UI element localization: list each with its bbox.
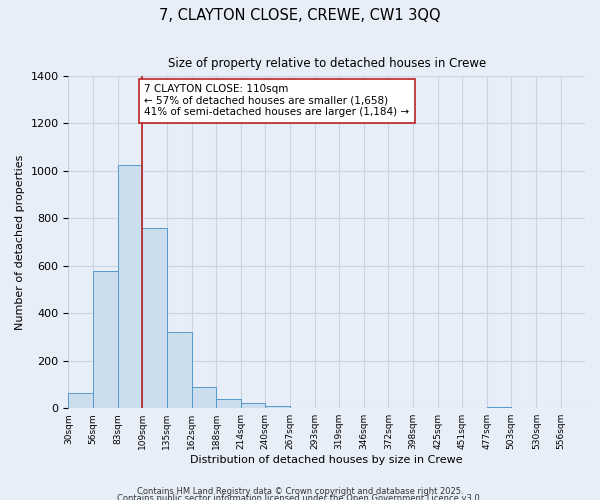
X-axis label: Distribution of detached houses by size in Crewe: Distribution of detached houses by size … — [190, 455, 463, 465]
Bar — [142, 228, 167, 408]
Bar — [118, 165, 142, 408]
Bar — [167, 332, 192, 408]
Bar — [241, 404, 265, 408]
Title: Size of property relative to detached houses in Crewe: Size of property relative to detached ho… — [167, 58, 486, 70]
Text: Contains public sector information licensed under the Open Government Licence v3: Contains public sector information licen… — [118, 494, 482, 500]
Bar — [93, 270, 118, 408]
Text: 7 CLAYTON CLOSE: 110sqm
← 57% of detached houses are smaller (1,658)
41% of semi: 7 CLAYTON CLOSE: 110sqm ← 57% of detache… — [144, 84, 409, 117]
Text: 7, CLAYTON CLOSE, CREWE, CW1 3QQ: 7, CLAYTON CLOSE, CREWE, CW1 3QQ — [159, 8, 441, 22]
Bar — [68, 393, 93, 408]
Text: Contains HM Land Registry data © Crown copyright and database right 2025.: Contains HM Land Registry data © Crown c… — [137, 487, 463, 496]
Y-axis label: Number of detached properties: Number of detached properties — [15, 154, 25, 330]
Bar — [192, 387, 216, 408]
Bar — [216, 398, 241, 408]
Bar — [265, 406, 290, 408]
Bar — [487, 407, 511, 408]
